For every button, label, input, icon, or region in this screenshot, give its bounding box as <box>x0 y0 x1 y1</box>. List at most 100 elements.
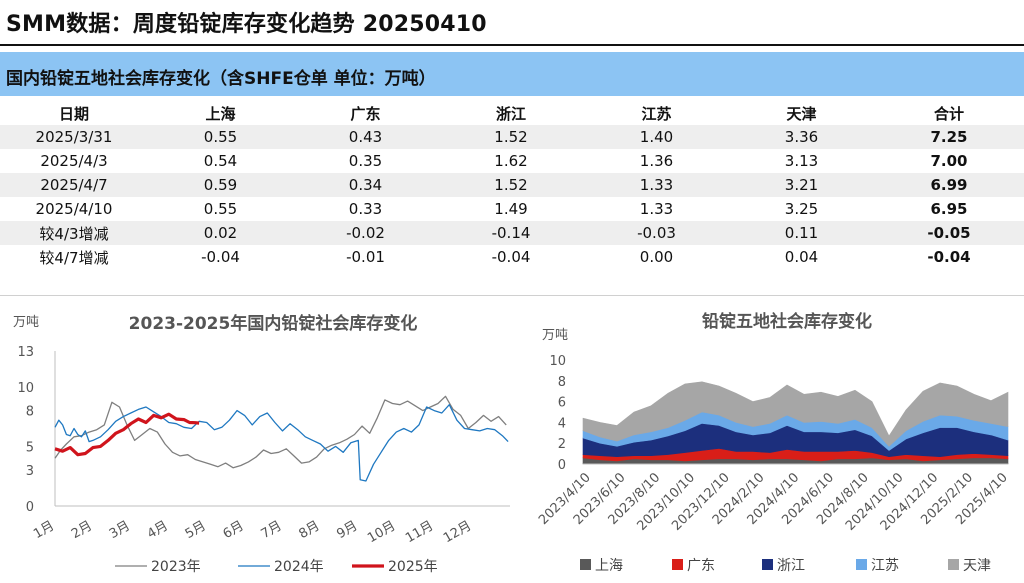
cell-total: -0.04 <box>927 248 971 266</box>
cell: 3.21 <box>729 173 874 197</box>
y-tick-label: 8 <box>558 375 566 390</box>
cell: 0.59 <box>148 173 293 197</box>
x-tick-label: 3月 <box>107 518 133 542</box>
cell: -0.14 <box>438 221 584 245</box>
area-天津 <box>582 381 1009 447</box>
y-tick-label: 5 <box>26 440 34 455</box>
table-row: 2025/4/10 0.55 0.33 1.49 1.33 3.25 6.95 <box>0 197 1024 221</box>
cell: 0.54 <box>203 152 238 170</box>
chart1-series <box>54 395 509 482</box>
inventory-table: 日期 上海 广东 浙江 江苏 天津 合计 2025/3/31 0.55 0.43… <box>0 102 1024 269</box>
cell: -0.02 <box>293 221 438 245</box>
legend-label: 江苏 <box>871 558 899 574</box>
y-tick-label: 10 <box>549 354 566 369</box>
y-tick-label: 10 <box>17 381 34 396</box>
cell: 0.11 <box>729 221 874 245</box>
section-divider <box>0 295 1024 296</box>
legend-label: 上海 <box>595 558 623 574</box>
legend-label: 广东 <box>687 558 715 574</box>
cell: 1.40 <box>584 125 729 149</box>
cell-total: -0.05 <box>874 221 1024 245</box>
y-tick-label: 8 <box>26 405 34 420</box>
cell: 0.35 <box>348 152 383 170</box>
y-tick-label: 4 <box>558 416 566 431</box>
cell: -0.03 <box>584 221 729 245</box>
legend-swatch <box>672 559 683 570</box>
legend-label: 2023年 <box>151 559 201 575</box>
header-total: 合计 <box>933 105 964 123</box>
header-guangdong: 广东 <box>350 105 381 123</box>
series-line-2023年 <box>54 395 507 469</box>
cell: 1.49 <box>494 200 528 218</box>
x-tick-label: 9月 <box>334 518 360 542</box>
cell: -0.04 <box>201 248 240 266</box>
cell: 0.55 <box>148 125 293 149</box>
legend-label: 2025年 <box>388 559 438 575</box>
y-tick-label: 0 <box>26 500 34 515</box>
legend-swatch <box>856 559 867 570</box>
header-date: 日期 <box>58 105 89 123</box>
chart1-title: 2023-2025年国内铅锭社会库存变化 <box>129 313 418 334</box>
cell-total: 6.95 <box>930 200 968 218</box>
table-row: 2025/4/7 0.59 0.34 1.52 1.33 3.21 6.99 <box>0 173 1024 197</box>
cell-date: 较4/7增减 <box>39 248 109 267</box>
cell: 0.34 <box>293 173 438 197</box>
x-tick-label: 1月 <box>31 518 57 542</box>
cell-date: 2025/4/10 <box>35 200 113 218</box>
cell-total: 7.25 <box>874 125 1024 149</box>
cell: 3.36 <box>729 125 874 149</box>
cell-total: 7.00 <box>930 152 968 170</box>
table-row: 较4/3增减 0.02 -0.02 -0.14 -0.03 0.11 -0.05 <box>0 221 1024 245</box>
cell: 1.36 <box>639 152 674 170</box>
cell: 1.33 <box>639 200 674 218</box>
chart1-axes: 0 3 5 8 10 13 1月 2月 3月 4月 5月 6月 7月 8月 9月 10月 11月 12月 <box>17 345 510 546</box>
cell: 0.55 <box>203 200 238 218</box>
cell: 0.33 <box>348 200 383 218</box>
x-tick-label: 4月 <box>145 518 171 542</box>
cell-date: 2025/3/31 <box>0 125 148 149</box>
y-tick-label: 3 <box>26 464 34 479</box>
legend-swatch <box>948 559 959 570</box>
chart1-unit: 万吨 <box>13 315 39 330</box>
cell: 3.13 <box>784 152 819 170</box>
legend-label: 天津 <box>963 558 991 574</box>
line-chart-2023-2025: 2023-2025年国内铅锭社会库存变化 万吨 0 3 5 8 10 13 1月 2月 3月 4月… <box>13 313 510 575</box>
header-zhejiang: 浙江 <box>495 105 526 123</box>
chart2-legend: 上海 广东 浙江 江苏 天津 <box>580 558 991 574</box>
header-shanghai: 上海 <box>205 105 236 123</box>
chart1-legend: 2023年 2024年 2025年 <box>115 559 438 575</box>
header-tianjin: 天津 <box>786 105 817 123</box>
legend-label: 2024年 <box>274 559 324 575</box>
cell: 0.04 <box>784 248 819 266</box>
table-banner: 国内铅锭五地社会库存变化（含SHFE仓单 单位：万吨） <box>0 52 1024 96</box>
banner-title: 国内铅锭五地社会库存变化（含SHFE仓单 单位：万吨） <box>6 69 436 89</box>
cell-date: 2025/4/7 <box>0 173 148 197</box>
legend-swatch <box>580 559 591 570</box>
legend-swatch <box>762 559 773 570</box>
cell: -0.04 <box>491 248 531 266</box>
series-line-2024年 <box>54 404 509 482</box>
stacked-area-chart: 铅锭五地社会库存变化 万吨 02468102023/4/102023/6/102… <box>536 311 1011 574</box>
y-tick-label: 2 <box>558 437 566 452</box>
cell: 0.43 <box>293 125 438 149</box>
x-tick-label: 2月 <box>69 518 95 542</box>
cell-date: 2025/4/3 <box>40 152 108 170</box>
table-header-row: 日期 上海 广东 浙江 江苏 天津 合计 <box>0 102 1024 125</box>
title-rule <box>0 44 1024 46</box>
x-tick-label: 6月 <box>221 518 247 542</box>
cell: 1.52 <box>438 173 584 197</box>
cell: 1.62 <box>494 152 528 170</box>
cell: -0.01 <box>346 248 385 266</box>
cell-date: 较4/3增减 <box>0 221 148 245</box>
x-tick-label: 8月 <box>296 518 322 542</box>
y-tick-label: 0 <box>558 458 566 473</box>
cell: 1.52 <box>438 125 584 149</box>
x-tick-label: 12月 <box>441 518 474 546</box>
cell-total: 6.99 <box>874 173 1024 197</box>
cell: 3.25 <box>784 200 819 218</box>
cell: 0.02 <box>148 221 293 245</box>
table-row: 2025/4/3 0.54 0.35 1.62 1.36 3.13 7.00 <box>0 149 1024 173</box>
x-tick-label: 5月 <box>183 518 209 542</box>
series-line-2025年 <box>54 412 200 457</box>
chart2-unit: 万吨 <box>542 328 568 343</box>
